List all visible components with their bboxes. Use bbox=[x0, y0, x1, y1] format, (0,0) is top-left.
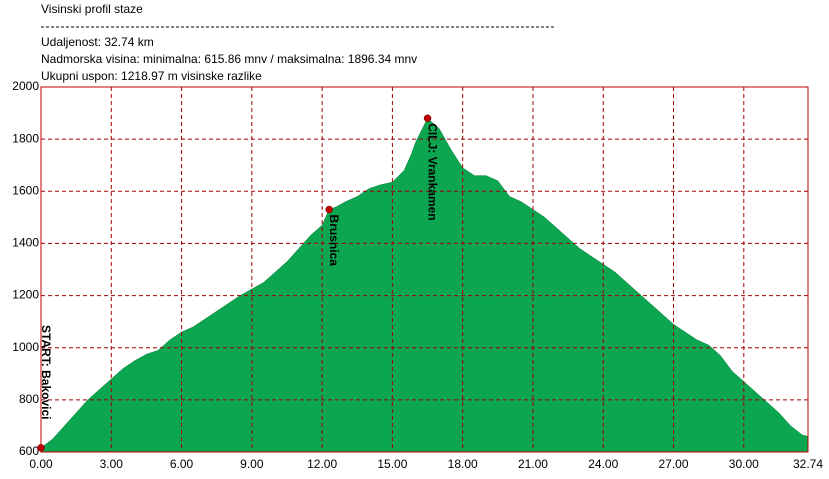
x-tick-label: 27.00 bbox=[659, 457, 689, 471]
x-tick-label: 12.00 bbox=[307, 457, 337, 471]
x-tick-label: 32.74 bbox=[793, 457, 823, 471]
y-tick-label: 2000 bbox=[12, 79, 39, 93]
info-line: Nadmorska visina: minimalna: 615.86 mnv … bbox=[41, 52, 417, 66]
y-tick-label: 1200 bbox=[12, 288, 39, 302]
waypoint-label: Brusnica bbox=[327, 215, 341, 267]
waypoint-label: START: Bakovici bbox=[39, 325, 53, 419]
waypoint-label: CILJ: Vrankamen bbox=[425, 123, 439, 220]
info-line: Udaljenost: 32.74 km bbox=[41, 35, 154, 49]
y-tick-label: 800 bbox=[19, 392, 39, 406]
y-tick-label: 600 bbox=[19, 444, 39, 458]
waypoint-marker bbox=[37, 444, 45, 452]
x-tick-label: 0.00 bbox=[29, 457, 53, 471]
waypoint-marker bbox=[423, 114, 432, 123]
x-tick-label: 21.00 bbox=[518, 457, 548, 471]
x-tick-label: 9.00 bbox=[240, 457, 264, 471]
waypoint-marker bbox=[325, 205, 333, 214]
x-tick-label: 3.00 bbox=[100, 457, 124, 471]
y-tick-label: 1400 bbox=[12, 236, 39, 250]
x-tick-label: 30.00 bbox=[729, 457, 759, 471]
x-tick-label: 24.00 bbox=[588, 457, 618, 471]
x-tick-label: 18.00 bbox=[448, 457, 478, 471]
chart-title: Visinski profil staze bbox=[41, 2, 143, 16]
x-tick-label: 15.00 bbox=[377, 457, 407, 471]
y-tick-label: 1600 bbox=[12, 183, 39, 197]
info-line: Ukupni uspon: 1218.97 m visinske razlike bbox=[41, 69, 262, 83]
x-tick-label: 6.00 bbox=[170, 457, 194, 471]
y-tick-label: 1800 bbox=[12, 131, 39, 145]
y-tick-label: 1000 bbox=[12, 340, 39, 354]
elevation-area bbox=[40, 117, 809, 453]
plot-border bbox=[40, 86, 809, 453]
